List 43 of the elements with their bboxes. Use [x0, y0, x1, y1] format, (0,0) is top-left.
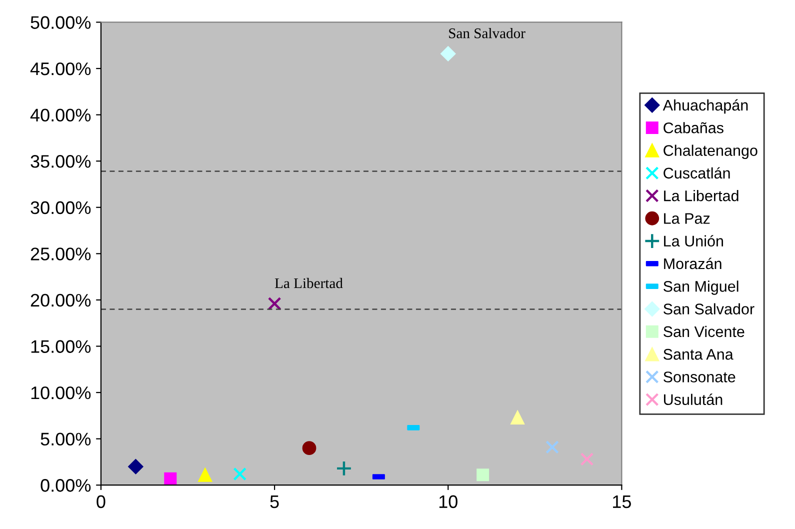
point — [580, 452, 594, 466]
y-tick-label: 30.00% — [30, 201, 91, 214]
x-tick-label: 5 — [270, 495, 279, 508]
point — [268, 296, 282, 310]
y-tick-label: 45.00% — [30, 62, 91, 76]
y-tick-label: 15.00% — [31, 340, 91, 353]
legend-label: Usulután — [664, 394, 722, 406]
point — [164, 472, 177, 485]
legend-label: La Paz — [664, 213, 710, 224]
legend-label: La Unión — [664, 235, 723, 247]
point — [440, 46, 456, 62]
y-tick-label: 5.00% — [40, 432, 91, 446]
point — [476, 468, 490, 482]
x-tick-label: 15 — [613, 495, 631, 508]
legend-label: Chalatenango — [664, 144, 758, 159]
legend-label: San Salvador — [664, 303, 754, 314]
legend-label: Sonsonate — [664, 372, 736, 382]
legend-label: San Miguel — [664, 280, 738, 295]
annotation: San Salvador — [449, 28, 526, 38]
legend-label: Ahuachapán — [662, 99, 748, 114]
legend-label: Cuscatlán — [664, 167, 730, 179]
y-tick-label: 20.00% — [30, 294, 91, 307]
annotation: La Libertad — [274, 278, 343, 288]
point — [233, 467, 246, 481]
legend-label: La Libertad — [664, 190, 738, 202]
point — [510, 410, 524, 424]
x-tick-label: 0 — [96, 495, 106, 508]
legend-label: Santa Ana — [664, 348, 734, 360]
y-tick-label: 40.00% — [30, 108, 91, 122]
point — [336, 460, 352, 476]
legend-label: Cabañas — [664, 122, 724, 134]
y-tick-label: 0.00% — [40, 479, 91, 492]
y-tick-label: 35.00% — [30, 155, 91, 168]
point — [546, 440, 559, 454]
y-tick-label: 25.00% — [30, 248, 91, 260]
point — [302, 441, 316, 456]
y-tick-label: 10.00% — [31, 386, 91, 400]
point — [128, 459, 144, 474]
legend-label: Morazán — [664, 258, 722, 270]
x-tick-label: 10 — [439, 495, 458, 508]
y-tick-label: 50.00% — [30, 16, 91, 29]
legend-label: San Vicente — [664, 326, 744, 338]
point — [198, 468, 212, 482]
